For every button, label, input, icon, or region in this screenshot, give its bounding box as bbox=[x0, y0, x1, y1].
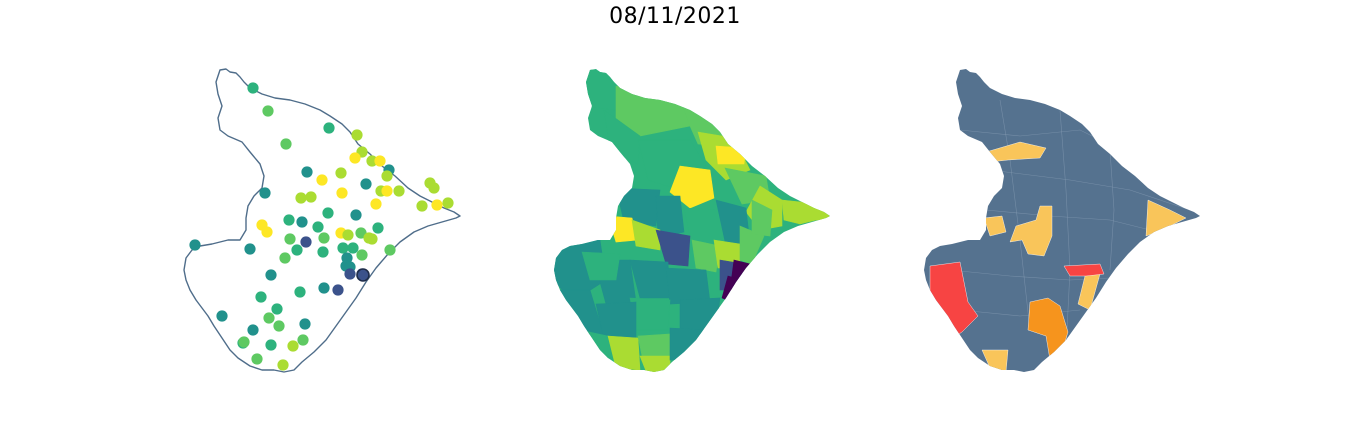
station-point bbox=[280, 138, 292, 150]
station-point bbox=[344, 268, 356, 280]
municipality-region bbox=[669, 165, 715, 209]
municipality-boundary bbox=[989, 169, 1191, 211]
station-point bbox=[356, 249, 368, 261]
municipality-region bbox=[615, 187, 661, 227]
station-point bbox=[305, 191, 317, 203]
station-point bbox=[428, 182, 440, 194]
points-map-svg bbox=[183, 68, 461, 373]
station-points bbox=[189, 82, 454, 371]
station-point bbox=[318, 282, 330, 294]
station-point bbox=[381, 170, 393, 182]
station-point bbox=[384, 244, 396, 256]
municipality-region bbox=[691, 239, 721, 273]
station-point bbox=[247, 324, 259, 336]
station-point bbox=[262, 105, 274, 117]
classified-region bbox=[1145, 199, 1187, 237]
station-point bbox=[238, 336, 250, 348]
station-point bbox=[277, 359, 289, 371]
station-point bbox=[317, 246, 329, 258]
station-point bbox=[271, 303, 283, 315]
station-point bbox=[381, 185, 393, 197]
station-point bbox=[244, 243, 256, 255]
station-point bbox=[322, 207, 334, 219]
municipality-boundary bbox=[985, 209, 1151, 231]
station-point bbox=[265, 339, 277, 351]
figure-title: 08/11/2021 bbox=[609, 4, 741, 29]
classified-region bbox=[1063, 263, 1105, 277]
station-point bbox=[279, 252, 291, 264]
municipality-region bbox=[655, 229, 691, 267]
station-point bbox=[312, 221, 324, 233]
station-point bbox=[299, 318, 311, 330]
station-points-map bbox=[150, 40, 490, 400]
station-point bbox=[283, 214, 295, 226]
station-point bbox=[297, 334, 309, 346]
station-point-highlight bbox=[356, 268, 370, 282]
station-point bbox=[261, 226, 273, 238]
station-point bbox=[259, 187, 271, 199]
classified-region bbox=[983, 215, 1007, 237]
municipality-boundary bbox=[1059, 109, 1071, 351]
station-point bbox=[296, 216, 308, 228]
classified-map-svg bbox=[924, 69, 1200, 372]
station-point bbox=[393, 185, 405, 197]
municipality-region bbox=[751, 199, 773, 237]
station-point bbox=[349, 152, 361, 164]
station-point bbox=[431, 199, 443, 211]
municipality-region bbox=[715, 145, 747, 165]
station-point bbox=[255, 291, 267, 303]
station-point bbox=[294, 286, 306, 298]
municipality-region bbox=[639, 355, 671, 372]
station-point bbox=[366, 233, 378, 245]
station-point bbox=[300, 236, 312, 248]
station-point bbox=[332, 284, 344, 296]
classified-region bbox=[981, 349, 1009, 372]
station-point bbox=[316, 174, 328, 186]
station-point bbox=[372, 222, 384, 234]
station-point bbox=[347, 242, 359, 254]
station-point bbox=[351, 129, 363, 141]
municipality-region bbox=[655, 195, 685, 239]
station-point bbox=[247, 82, 259, 94]
station-point bbox=[336, 187, 348, 199]
station-point bbox=[335, 167, 347, 179]
station-point bbox=[291, 244, 303, 256]
station-point bbox=[216, 310, 228, 322]
station-point bbox=[370, 198, 382, 210]
station-point bbox=[189, 239, 201, 251]
station-point bbox=[265, 269, 277, 281]
station-point bbox=[374, 155, 386, 167]
state-base-fill bbox=[924, 69, 1200, 372]
station-point bbox=[442, 197, 454, 209]
station-point bbox=[251, 353, 263, 365]
gradient-map-svg bbox=[554, 69, 830, 372]
choropleth-gradient-map bbox=[520, 40, 860, 400]
station-point bbox=[301, 166, 313, 178]
station-point bbox=[360, 178, 372, 190]
state-outline bbox=[183, 68, 461, 373]
municipality-boundary bbox=[1109, 149, 1115, 271]
station-point bbox=[355, 227, 367, 239]
station-point bbox=[295, 192, 307, 204]
choropleth-classified-map bbox=[890, 40, 1230, 400]
station-point bbox=[287, 340, 299, 352]
station-point bbox=[273, 320, 285, 332]
station-point bbox=[337, 242, 349, 254]
municipality-region bbox=[631, 219, 661, 251]
station-point bbox=[284, 233, 296, 245]
municipality-region bbox=[669, 327, 709, 361]
station-point bbox=[350, 209, 362, 221]
station-point bbox=[366, 155, 378, 167]
station-point bbox=[342, 229, 354, 241]
municipality-boundary bbox=[999, 99, 1031, 331]
station-point bbox=[263, 312, 275, 324]
station-point bbox=[323, 122, 335, 134]
station-point bbox=[416, 200, 428, 212]
classified-region bbox=[1009, 205, 1053, 257]
station-point bbox=[318, 232, 330, 244]
municipality-region bbox=[607, 335, 641, 371]
municipality-region bbox=[581, 251, 621, 281]
